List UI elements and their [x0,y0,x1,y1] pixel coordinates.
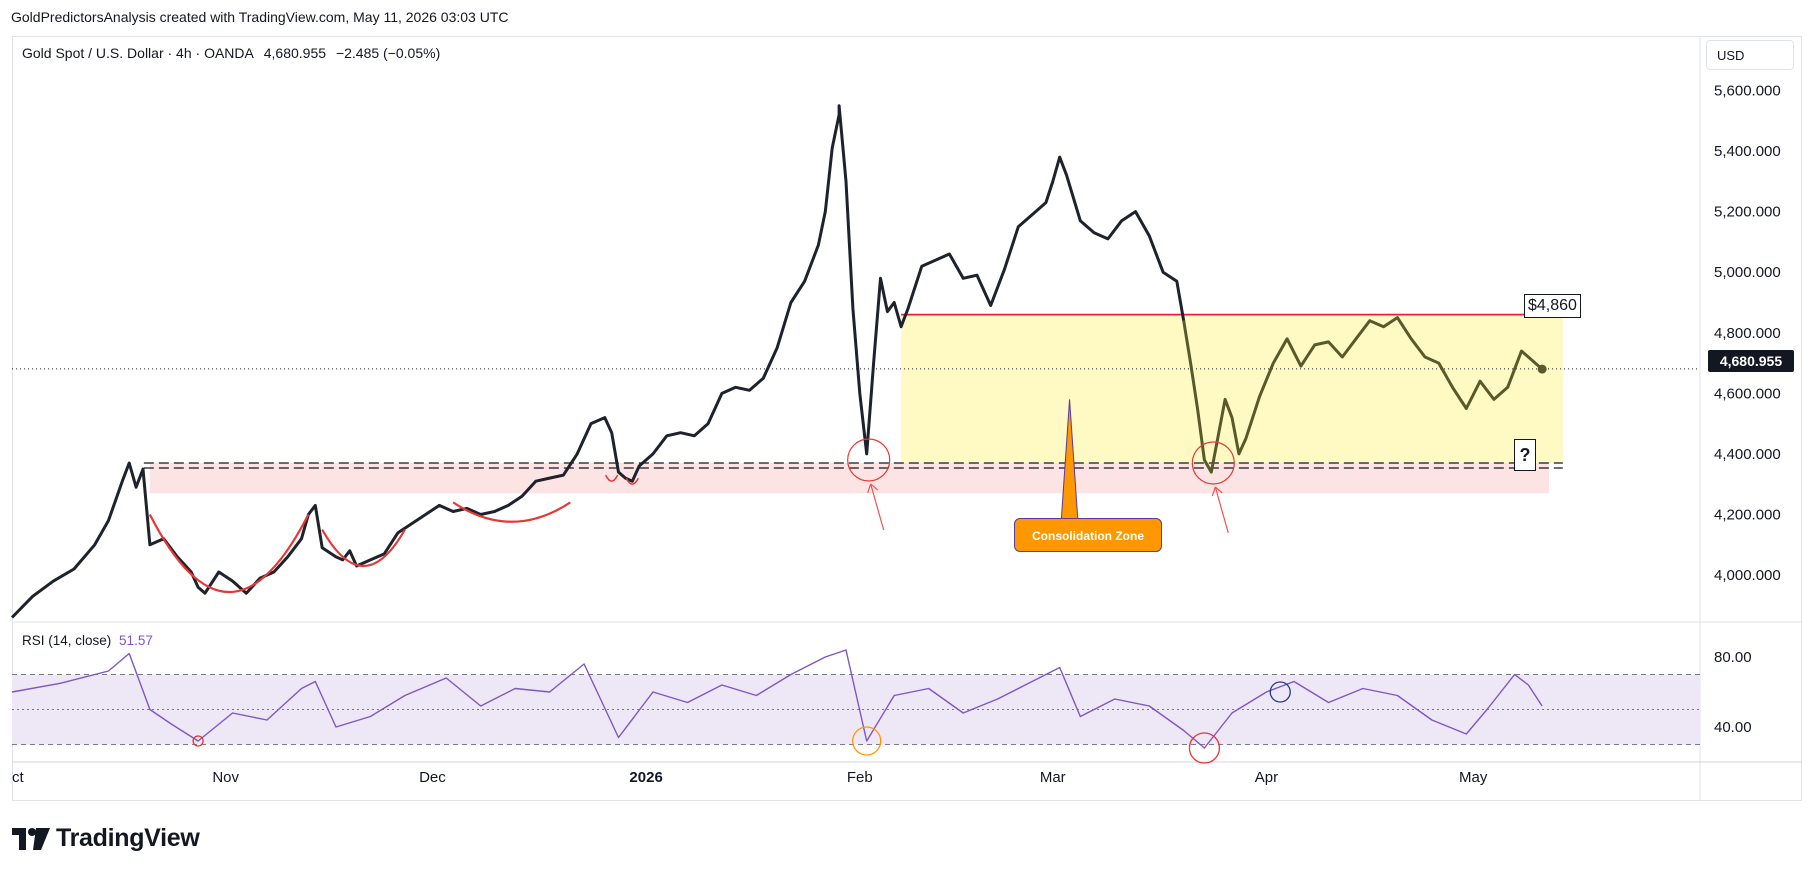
rsi-label[interactable]: RSI (14, close) [22,633,112,648]
price-change: −2.485 (−0.05%) [335,45,441,61]
rounding-bottom-arc-3 [452,501,571,523]
price-axis-tick: 4,000.000 [1714,567,1781,584]
price-axis-tick: 5,200.000 [1714,204,1781,221]
date-axis-tick: May [1459,769,1488,786]
tradingview-logo[interactable]: TradingView [12,824,200,853]
rsi-line [11,649,1543,749]
rsi-band [12,674,1700,745]
rsi-axis-tick: 80.00 [1714,649,1752,666]
date-axis-tick: Mar [1040,769,1066,786]
currency-button[interactable]: USD [1706,40,1794,70]
rounding-bottom-arc-1 [148,513,310,593]
date-axis-tick: Nov [212,769,239,786]
date-axis-tick: 2026 [629,769,662,786]
price-axis-tick: 5,600.000 [1714,83,1781,100]
key-low-circle-1 [847,438,891,482]
price-axis-tick: 4,800.000 [1714,325,1781,342]
price-series-line [10,104,1186,619]
price-axis-tick: 4,400.000 [1714,446,1781,463]
rsi-marker-circle [192,735,204,747]
rsi-legend: RSI (14, close) 51.57 [22,633,153,648]
key-low-arrowhead-1 [867,483,879,494]
rsi-marker-circle [852,726,882,756]
symbol-legend: Gold Spot / U.S. Dollar · 4h · OANDA 4,6… [22,45,446,61]
current-price-tag: 4,680.955 [1708,350,1794,372]
date-axis-tick: Apr [1255,769,1278,786]
last-price: 4,680.955 [263,45,327,61]
resistance-label: $4,860 [1524,294,1581,318]
rsi-axis-tick: 40.00 [1714,719,1752,736]
symbol-title[interactable]: Gold Spot / U.S. Dollar · 4h · OANDA [22,45,254,61]
price-series-line-zone [1182,316,1544,474]
rsi-value: 51.57 [119,633,153,648]
date-axis-tick: Feb [847,769,873,786]
price-axis-tick: 5,400.000 [1714,143,1781,160]
small-bottom-mark-1 [604,474,619,482]
date-axis-tick: ct [12,769,25,786]
key-low-arrowhead-2 [1211,486,1223,497]
price-axis-tick: 4,200.000 [1714,506,1781,523]
rsi-marker-circle [1269,681,1291,703]
rsi-marker-circle [1188,732,1221,764]
date-axis-tick: Dec [419,769,446,786]
tradingview-wordmark: TradingView [56,824,200,852]
small-bottom-mark-2 [625,477,640,485]
question-marker: ? [1514,439,1536,471]
tradingview-logo-icon [12,827,50,850]
key-low-arrow-1 [870,483,885,531]
key-low-arrow-2 [1214,486,1229,534]
last-price-dot [1537,364,1547,374]
consolidation-zone-callout: Consolidation Zone [1014,518,1162,552]
chart-frame [12,36,1802,801]
rounding-bottom-arc-2 [321,529,406,568]
consolidation-zone [901,314,1563,464]
price-axis-tick: 4,600.000 [1714,385,1781,402]
price-axis-tick: 5,000.000 [1714,264,1781,281]
key-low-circle-2 [1191,441,1235,485]
chart-attribution: GoldPredictorsAnalysis created with Trad… [11,9,509,25]
